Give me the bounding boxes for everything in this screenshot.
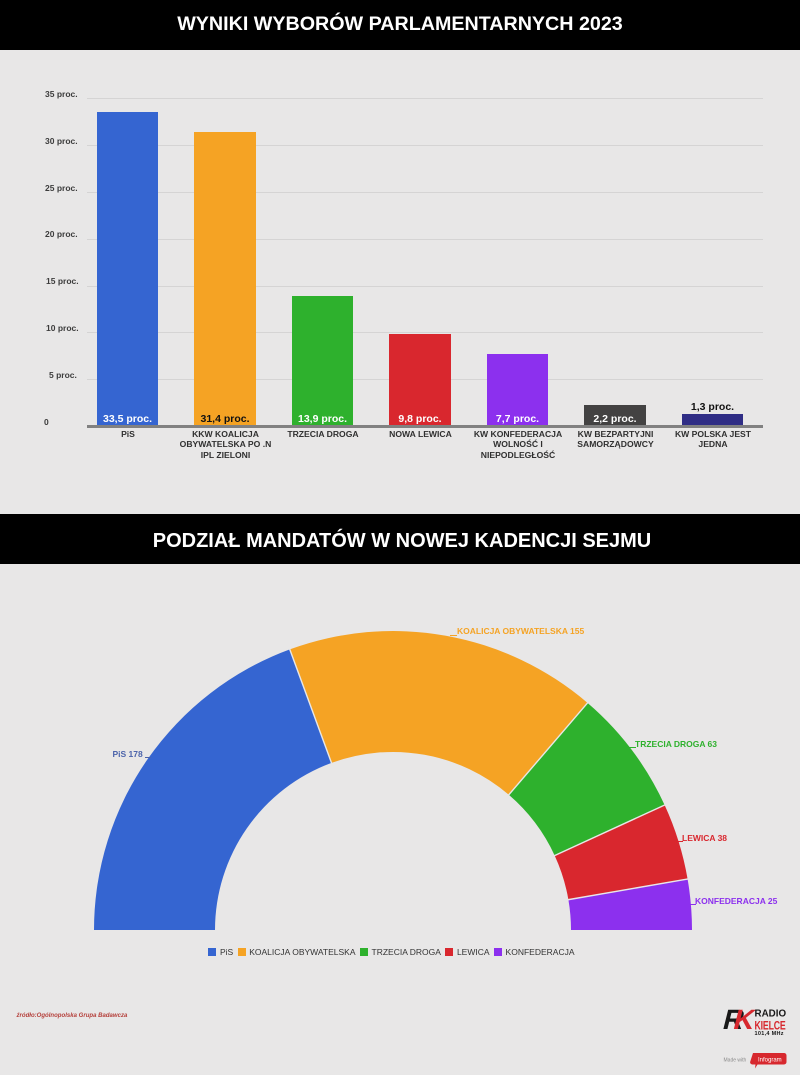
svg-text:101,4 MHz: 101,4 MHz bbox=[755, 1031, 784, 1037]
svg-text:Made with: Made with bbox=[724, 1058, 747, 1064]
svg-text:KIELCE: KIELCE bbox=[755, 1020, 786, 1032]
svg-text:Infogram: Infogram bbox=[758, 1058, 782, 1064]
svg-text:RADIO: RADIO bbox=[755, 1009, 787, 1020]
